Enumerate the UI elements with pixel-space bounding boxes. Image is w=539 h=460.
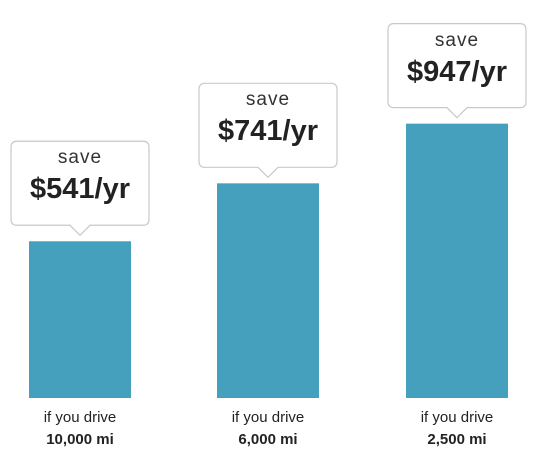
x-tick-label-0: if you drive 10,000 mi bbox=[5, 407, 155, 451]
data-label-prefix: save bbox=[57, 147, 103, 169]
category-prefix: if you drive bbox=[420, 409, 494, 426]
callout-bubble-2 bbox=[387, 23, 527, 119]
category-prefix: if you drive bbox=[43, 409, 117, 426]
category-label: 6,000 mi bbox=[238, 431, 298, 448]
data-label-prefix: save bbox=[245, 89, 291, 111]
category-label: 2,500 mi bbox=[427, 431, 487, 448]
bar-2 bbox=[406, 123, 508, 398]
x-tick-label-1: if you drive 6,000 mi bbox=[193, 407, 343, 451]
x-tick-label-2: if you drive 2,500 mi bbox=[382, 407, 532, 451]
data-label-1: save $741/yr bbox=[199, 83, 337, 167]
bar-1 bbox=[217, 183, 319, 398]
callout-bubble-1 bbox=[198, 82, 338, 179]
data-label-2: save $947/yr bbox=[388, 24, 526, 108]
callout-shapes bbox=[10, 23, 527, 237]
bar-0 bbox=[29, 241, 131, 398]
data-label-0: save $541/yr bbox=[11, 141, 149, 225]
savings-amount: $541/yr bbox=[30, 173, 130, 206]
savings-amount: $947/yr bbox=[407, 55, 507, 88]
savings-amount: $741/yr bbox=[218, 115, 318, 148]
category-prefix: if you drive bbox=[231, 409, 305, 426]
data-label-prefix: save bbox=[434, 29, 480, 51]
bars-layer bbox=[29, 123, 508, 398]
callout-bubble-0 bbox=[10, 140, 150, 237]
category-label: 10,000 mi bbox=[46, 431, 114, 448]
